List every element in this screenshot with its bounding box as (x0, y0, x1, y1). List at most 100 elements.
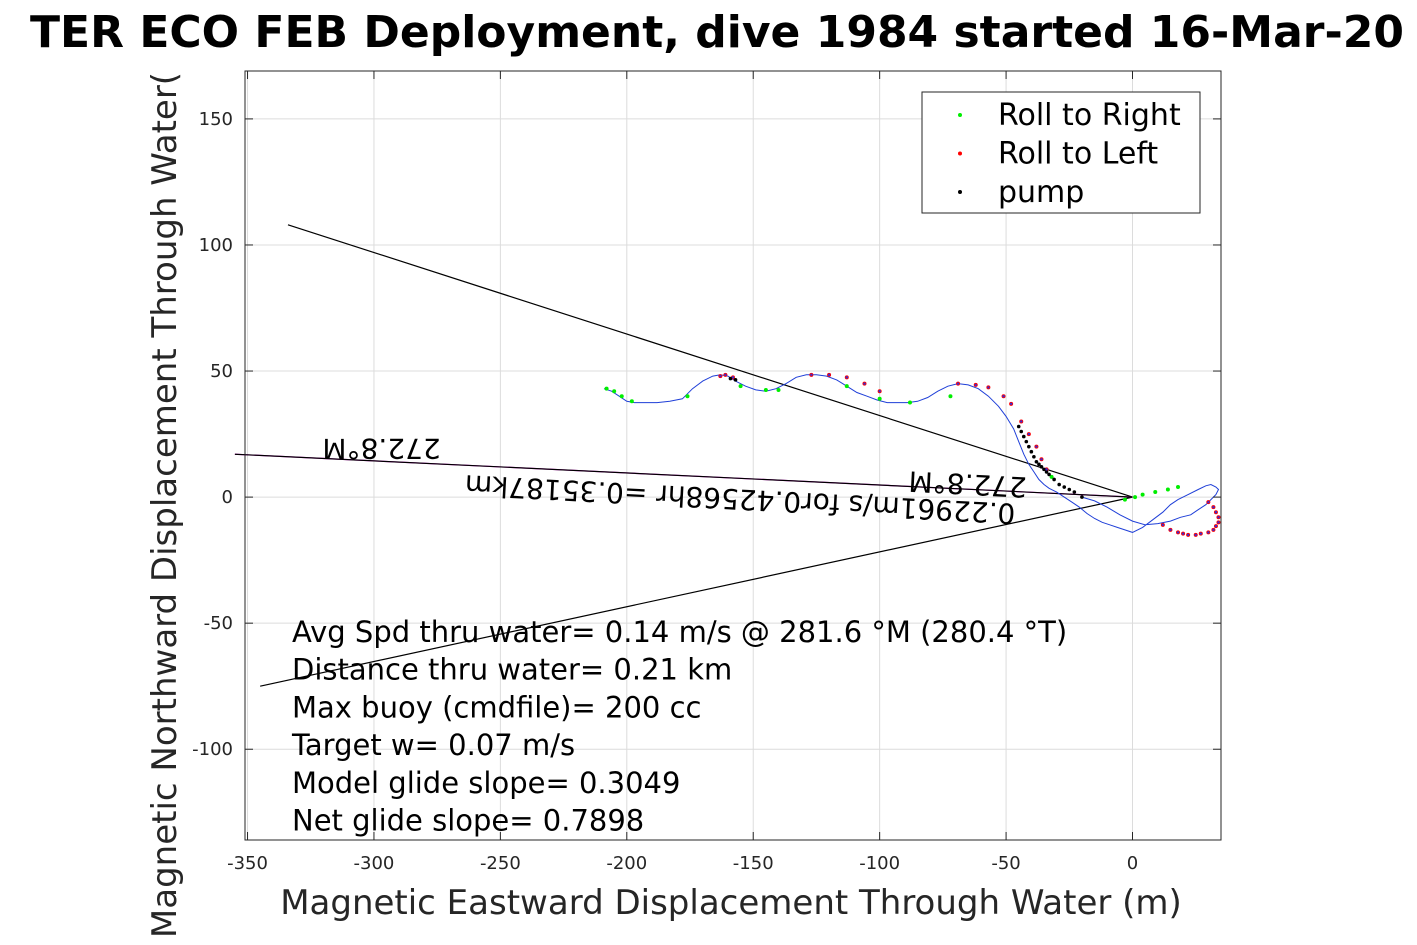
roll-left-point-overlay (1020, 420, 1023, 423)
roll-left-point-overlay (1169, 528, 1172, 532)
roll-left-point-overlay (1217, 516, 1220, 519)
roll-right-point (948, 394, 953, 399)
pump-point (1016, 424, 1021, 429)
rotated-label: 272.8°M (908, 464, 1028, 503)
y-tick-label: 100 (199, 235, 233, 256)
roll-left-point-overlay (1027, 432, 1031, 436)
roll-right-point (738, 384, 743, 389)
pump-point (1019, 429, 1024, 434)
roll-left-point-overlay (1045, 468, 1048, 471)
roll-left-point-overlay (1040, 458, 1043, 461)
pump-point (1052, 477, 1056, 482)
annotation-line: Max buoy (cmdfile)= 200 cc (292, 690, 701, 724)
reference-lines (234, 224, 1133, 687)
annotation-line: Target w= 0.07 m/s (291, 728, 575, 762)
roll-left-point-overlay (878, 390, 881, 393)
reference-line (234, 453, 1133, 498)
legend-box (921, 91, 1201, 214)
roll-left-point-overlay (956, 382, 960, 385)
roll-right-point (877, 396, 882, 401)
roll-right-point (612, 389, 617, 394)
legend-label: Roll to Right (998, 98, 1181, 133)
roll-left-point-overlay (1199, 532, 1202, 535)
roll-left-point-overlay (1212, 528, 1215, 532)
roll-left-point-overlay (1181, 532, 1185, 535)
pump-point (1072, 490, 1077, 494)
roll-right-point (629, 399, 634, 404)
annotation-line: Model glide slope= 0.3049 (292, 766, 680, 800)
roll-left-point-overlay (827, 373, 831, 377)
roll-left-point-overlay (1207, 500, 1210, 504)
x-tick-label: -150 (733, 853, 774, 874)
roll-right-point (776, 387, 781, 392)
roll-right-point (907, 400, 912, 405)
legend-label: Roll to Left (998, 137, 1158, 172)
roll-right-point (1153, 490, 1158, 495)
legend-marker (958, 190, 962, 194)
pump-point (728, 376, 733, 381)
x-tick-label: -350 (227, 853, 268, 874)
pump-point (1067, 487, 1072, 492)
x-ticks: -350 -300 -250 -200 -150 -100 -50 0 (227, 71, 1138, 874)
pump-point (1057, 482, 1061, 487)
y-ticks: -100 -50 0 50 100 150 (192, 109, 1221, 760)
x-tick-label: -100 (859, 853, 900, 874)
roll-left-point-overlay (1009, 402, 1013, 406)
reference-line (260, 496, 1133, 687)
roll-right-point (1049, 474, 1054, 479)
roll-left-point-overlay (1214, 511, 1218, 514)
roll-right-point (1122, 497, 1127, 502)
annotation-line: Avg Spd thru water= 0.14 m/s @ 281.6 °M … (292, 615, 1067, 649)
roll-left-point-overlay (1002, 395, 1005, 398)
x-tick-label: -300 (354, 853, 395, 874)
pump-point (1044, 470, 1049, 474)
pump-point (1027, 444, 1031, 449)
rotated-label: 272.8°M (322, 432, 440, 465)
y-tick-label: 0 (222, 487, 233, 508)
legend-marker (958, 151, 962, 156)
x-tick-label: -250 (480, 853, 521, 874)
track-line (603, 374, 1220, 533)
y-tick-label: -100 (192, 739, 233, 760)
roll-left-point-overlay (810, 373, 813, 377)
roll-right-point (604, 386, 609, 391)
dive-track (603, 374, 1220, 533)
pump-point (1080, 495, 1084, 499)
roll-right-point (763, 387, 768, 392)
annotations: Avg Spd thru water= 0.14 m/s @ 281.6 °M … (291, 615, 1067, 838)
y-axis-label: Magnetic Northward Displacement Through … (145, 72, 185, 938)
x-axis-label: Magnetic Eastward Displacement Through W… (280, 883, 1182, 923)
annotation-line: Net glide slope= 0.7898 (292, 804, 644, 838)
roll-left-point-overlay (719, 374, 722, 378)
roll-left-point-overlay (863, 382, 866, 385)
legend-label: pump (998, 175, 1084, 210)
reference-line (287, 224, 1133, 498)
roll-left-point-overlay (724, 373, 727, 377)
chart-title: TER ECO FEB Deployment, dive 1984 starte… (30, 7, 1404, 58)
pump-point (1034, 460, 1039, 464)
roll-left-point-overlay (1207, 531, 1210, 534)
roll-right-point (619, 394, 624, 399)
x-tick-label: 0 (1127, 853, 1138, 874)
roll-right-point (844, 384, 849, 389)
roll-left-point-overlay (1194, 533, 1197, 537)
pump-point (1062, 485, 1067, 489)
x-tick-label: -200 (606, 853, 647, 874)
pump-point (1047, 472, 1051, 477)
roll-left-point-overlay (974, 383, 977, 387)
roll-left-point-overlay (1161, 523, 1165, 527)
roll-left-point-overlay (1214, 524, 1218, 528)
roll-left-point-overlay (1035, 445, 1038, 448)
roll-right-point (685, 394, 690, 399)
y-tick-label: 50 (210, 361, 233, 382)
roll-right-point (1133, 495, 1138, 500)
roll-left-point-overlay (1212, 505, 1215, 509)
pump-point (1039, 465, 1044, 469)
y-tick-label: -50 (204, 613, 233, 634)
roll-right-point (1176, 485, 1181, 490)
roll-left-point-overlay (1217, 521, 1220, 524)
roll-left-point-overlay (1176, 531, 1180, 534)
pump-point (1024, 439, 1029, 444)
